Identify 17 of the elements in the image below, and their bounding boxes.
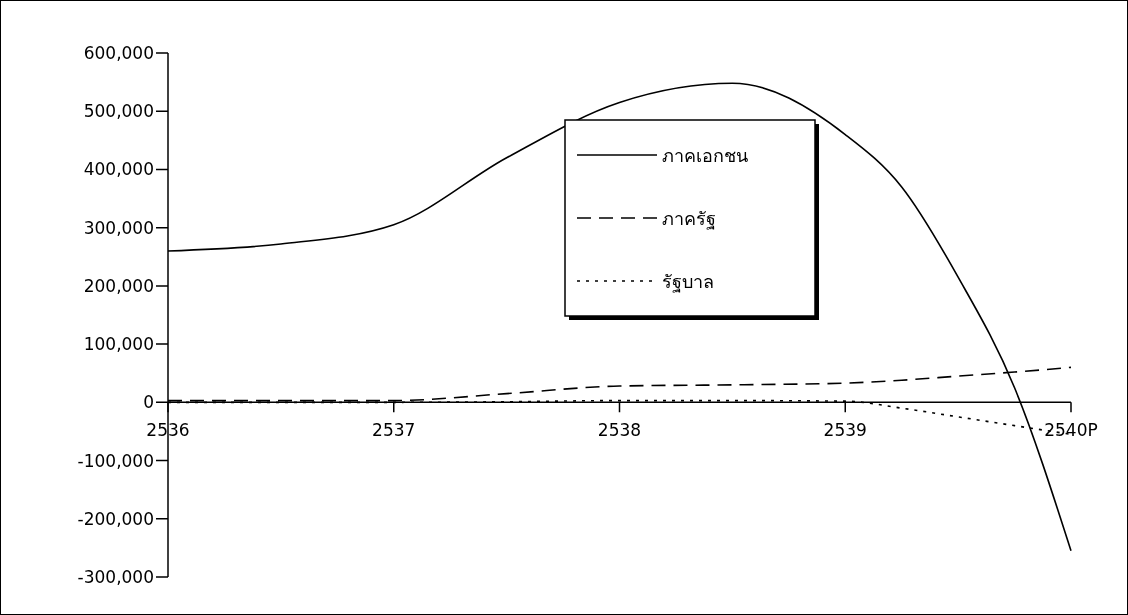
y-tick-label: 500,000: [83, 101, 154, 122]
y-tick-label: 0: [143, 392, 154, 413]
y-tick-label: 400,000: [83, 159, 154, 180]
x-tick-label: 2540P: [1044, 420, 1098, 441]
y-tick-label: 600,000: [83, 43, 154, 63]
x-tick-label: 2539: [823, 420, 867, 441]
legend-label: ภาคเอกชน: [662, 144, 748, 166]
y-tick-label: 100,000: [83, 334, 154, 355]
x-tick-label: 2538: [597, 420, 642, 441]
y-tick-label: -100,000: [77, 450, 154, 471]
y-tick-label: -200,000: [77, 508, 154, 529]
legend-label: ภาครัฐ: [662, 207, 716, 230]
y-tick-label: -300,000: [77, 567, 154, 587]
x-tick-label: 2537: [372, 420, 416, 441]
legend-label: รัฐบาล: [662, 270, 714, 293]
y-tick-label: 300,000: [83, 217, 154, 238]
y-tick-label: 200,000: [83, 275, 154, 296]
